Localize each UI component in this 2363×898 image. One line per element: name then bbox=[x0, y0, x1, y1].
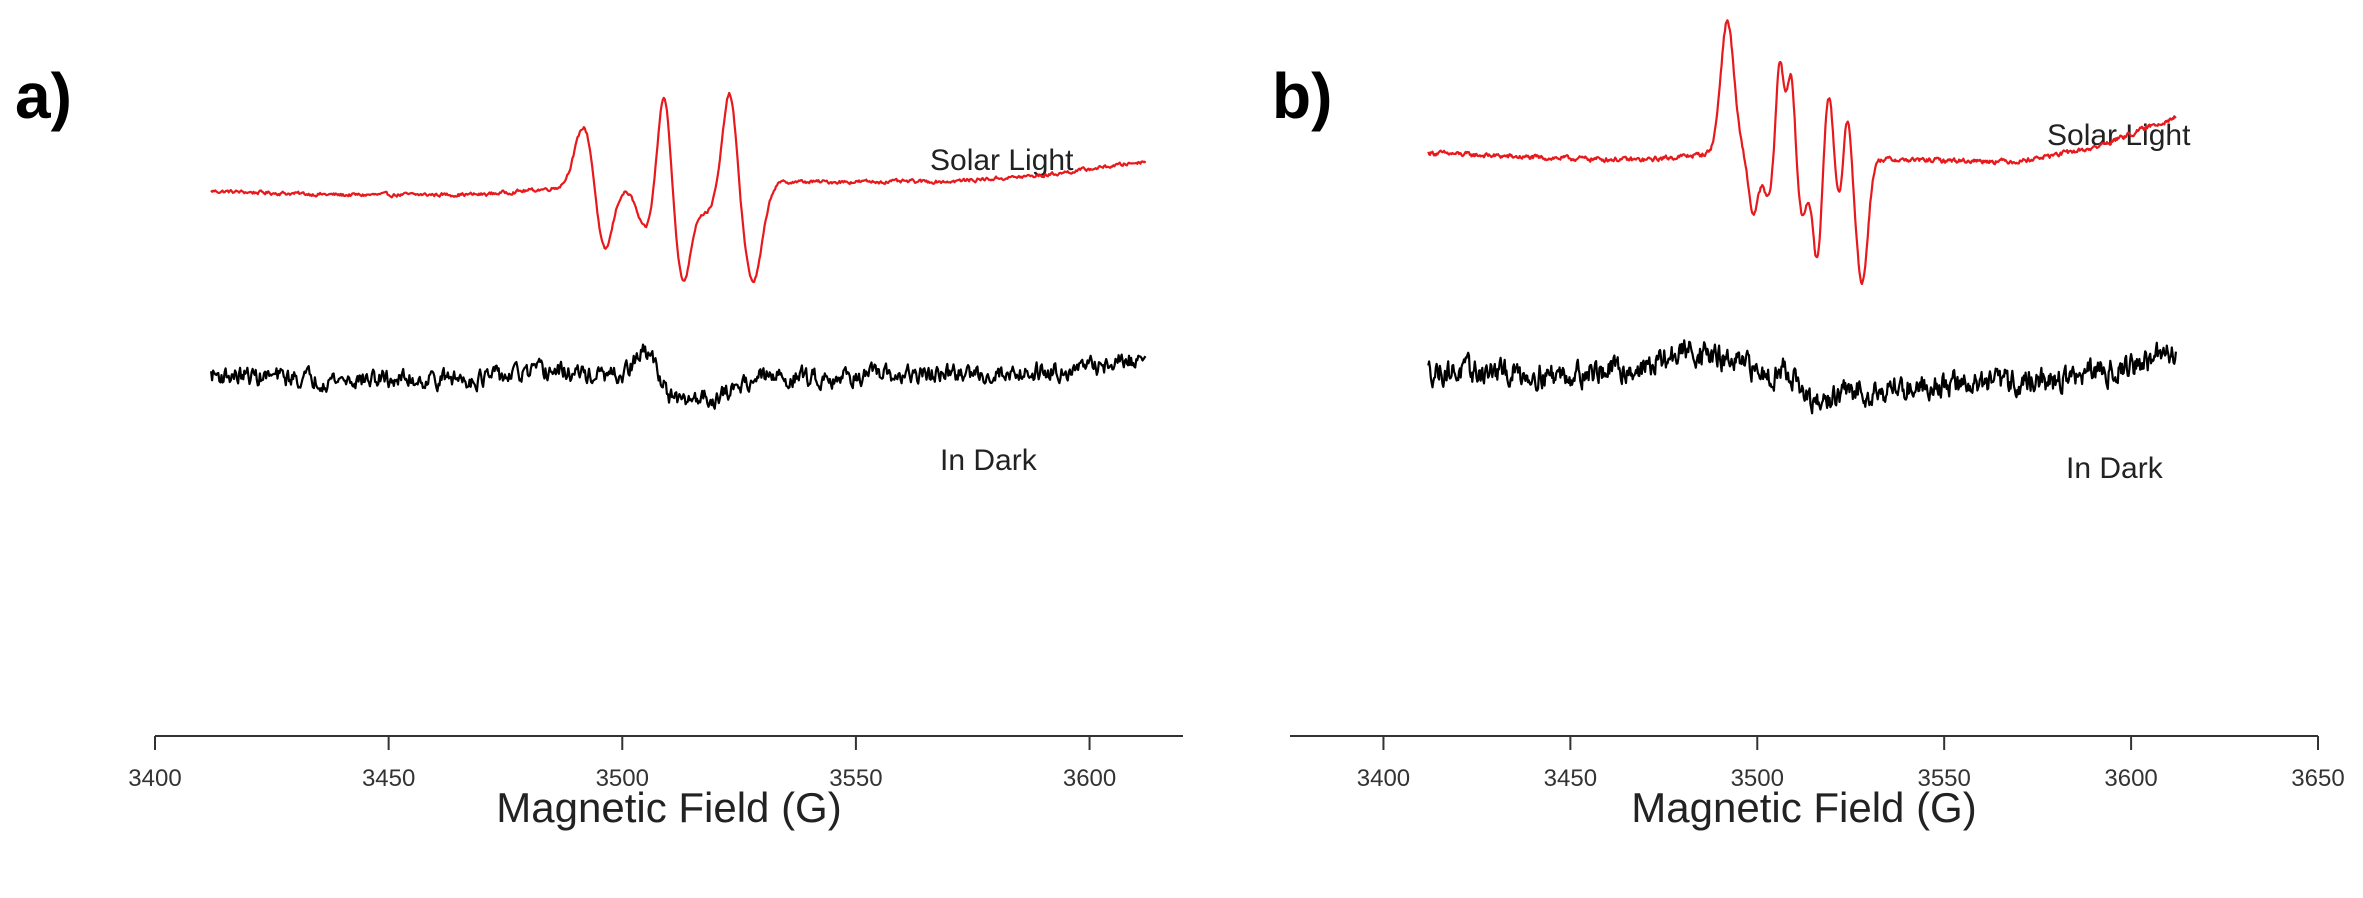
panel-a-x-axis-title: Magnetic Field (G) bbox=[496, 784, 841, 831]
panel-b: b) Solar Light In Dark 3400 3450 3500 3550 3… bbox=[1272, 20, 2345, 831]
panel-b-x-axis-title: Magnetic Field (G) bbox=[1631, 784, 1976, 831]
x-tick-label: 3450 bbox=[1544, 765, 1597, 792]
panel-a-dark-trace bbox=[211, 345, 1146, 409]
panel-b-solar-label: Solar Light bbox=[2047, 119, 2191, 152]
panel-a-solar-trace bbox=[211, 93, 1146, 282]
epr-figure: a) Solar Light In Dark 3400 3450 3500 3550 3… bbox=[0, 0, 2363, 898]
panel-a-dark-label: In Dark bbox=[940, 444, 1038, 477]
x-tick-label: 3450 bbox=[362, 765, 415, 792]
x-tick-label: 3600 bbox=[1063, 765, 1116, 792]
panel-b-dark-label: In Dark bbox=[2066, 452, 2164, 485]
panel-b-solar-trace bbox=[1428, 20, 2176, 284]
panel-b-label: b) bbox=[1272, 60, 1332, 132]
panel-b-dark-trace bbox=[1428, 340, 2176, 413]
x-tick-label: 3650 bbox=[2291, 765, 2344, 792]
panel-a-label: a) bbox=[15, 60, 72, 132]
x-tick-label: 3600 bbox=[2104, 765, 2157, 792]
x-tick-label: 3400 bbox=[1357, 765, 1410, 792]
x-tick-label: 3400 bbox=[128, 765, 181, 792]
panel-a: a) Solar Light In Dark 3400 3450 3500 3550 3… bbox=[15, 60, 1183, 831]
